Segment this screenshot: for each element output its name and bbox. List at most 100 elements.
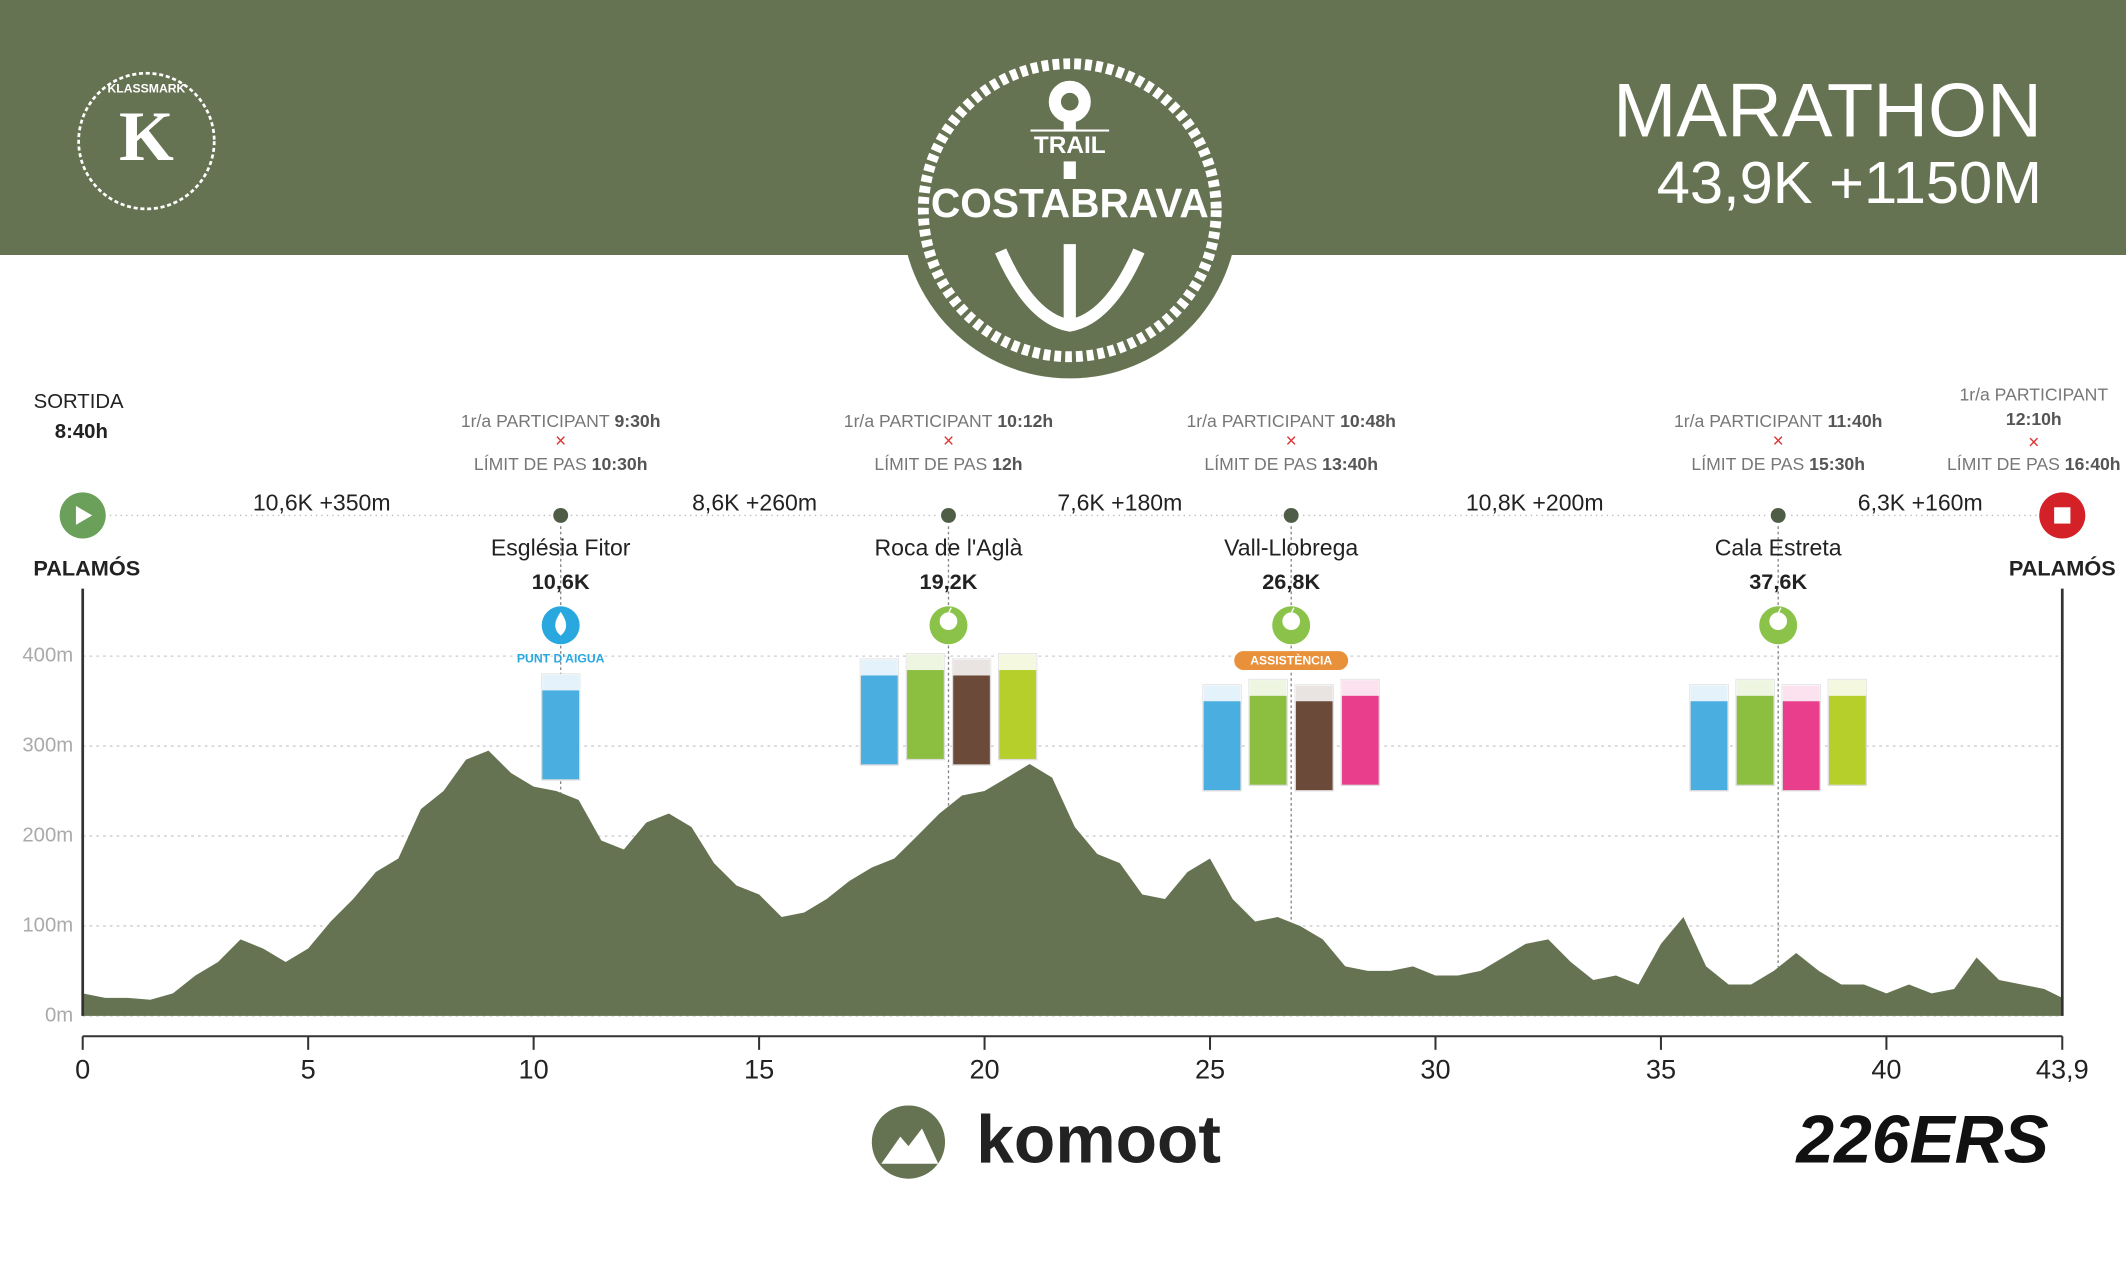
product-pack <box>859 658 899 766</box>
x-tick-label: 5 <box>301 1054 316 1085</box>
product-pack <box>997 653 1038 761</box>
product-pack <box>541 673 581 781</box>
limit-time: 13:40h <box>1322 454 1378 474</box>
product-top <box>1249 679 1288 696</box>
x-tick-label: 40 <box>1871 1054 1901 1085</box>
first-runner: 1r/a PARTICIPANT 10:48h <box>1186 410 1395 430</box>
limit-label: LÍMIT DE PAS <box>1691 454 1804 474</box>
service-pill <box>1234 651 1349 671</box>
brand-letter: K <box>119 98 174 176</box>
elevation-area <box>82 750 2063 1016</box>
y-tick-label: 300m <box>22 734 73 756</box>
product-top <box>541 674 580 691</box>
finish-square <box>2054 507 2071 524</box>
first-label: 1r/a PARTICIPANT <box>461 410 610 430</box>
limit-time: 10:30h <box>592 454 648 474</box>
limit-label: LÍMIT DE PAS <box>1204 454 1317 474</box>
first-time: 10:12h <box>997 410 1053 430</box>
subtitle: 43,9K +1150M <box>1657 149 2042 216</box>
brand-name: KLASSMARK <box>108 82 186 96</box>
checkpoint-dot <box>1282 506 1301 525</box>
checkpoint-km: 37,6K <box>1749 569 1807 594</box>
product-top <box>1782 684 1821 702</box>
checkpoint-km: 10,6K <box>532 569 590 594</box>
x-tick-label: 43,9 <box>2036 1054 2089 1085</box>
title: MARATHON <box>1613 69 2042 154</box>
cross: × <box>555 431 566 452</box>
first-label: 1r/a PARTICIPANT <box>1186 410 1335 430</box>
checkpoint-km: 26,8K <box>1262 569 1320 594</box>
cross: × <box>1773 431 1784 452</box>
product-top <box>1295 684 1334 702</box>
start-label: SORTIDA <box>34 391 124 413</box>
service-glyph <box>555 611 567 636</box>
product-pack <box>951 658 992 766</box>
product-pack <box>1340 678 1380 787</box>
checkpoint-km: 19,2K <box>920 569 978 594</box>
komoot-mountain <box>881 1128 939 1164</box>
product-top <box>1828 679 1867 696</box>
first-label: 1r/a PARTICIPANT <box>844 410 993 430</box>
cross: × <box>943 431 954 452</box>
service-label: PUNT D'AIGUA <box>517 651 605 665</box>
checkpoint-name: Vall-Llobrega <box>1224 534 1358 560</box>
komoot-icon <box>871 1105 946 1179</box>
checkpoint-name: Roca de l'Aglà <box>875 534 1023 560</box>
service-label: ASSISTÈNCIA <box>1250 652 1332 667</box>
finish-limit: LÍMIT DE PAS 16:40h <box>1947 454 2121 474</box>
product-pack <box>1248 678 1288 787</box>
finish-place: PALAMÓS <box>2009 555 2116 580</box>
segment-label: 8,6K +260m <box>692 490 817 516</box>
first-runner: 1r/a PARTICIPANT 9:30h <box>461 410 661 430</box>
limit-time: 15:30h <box>1809 454 1865 474</box>
product-top <box>998 653 1037 671</box>
service-glyph <box>1769 607 1788 630</box>
product-top <box>1341 679 1380 696</box>
checkpoint-name: Església Fitor <box>491 534 631 560</box>
first-runner: 1r/a PARTICIPANT 10:12h <box>844 410 1053 430</box>
x-tick-label: 15 <box>744 1054 774 1085</box>
finish-first-time: 12:10h <box>2006 409 2062 429</box>
checkpoint-dot <box>1769 506 1788 525</box>
limit-time: 16:40h <box>2065 454 2121 474</box>
x-tick-label: 10 <box>519 1054 549 1085</box>
y-tick-label: 0m <box>45 1004 73 1026</box>
cross: × <box>1286 431 1297 452</box>
first-time: 9:30h <box>614 410 660 430</box>
product-pack <box>1202 684 1242 792</box>
event-rope <box>917 58 1222 363</box>
x-tick-label: 20 <box>969 1054 999 1085</box>
start-place: PALAMÓS <box>33 555 140 580</box>
product-top <box>860 659 899 676</box>
x-tick-label: 30 <box>1420 1054 1450 1085</box>
limit-time: 12h <box>992 454 1022 474</box>
checkpoint-dot <box>939 506 958 525</box>
product-pack <box>1827 678 1868 787</box>
checkpoint-dot <box>551 506 570 525</box>
start-time: 8:40h <box>55 421 108 443</box>
product-top <box>1690 684 1729 702</box>
segment-label: 10,8K +200m <box>1466 490 1604 516</box>
first-runner: 1r/a PARTICIPANT 11:40h <box>1674 410 1882 430</box>
y-tick-label: 200m <box>22 824 73 846</box>
event-logo <box>901 42 1238 379</box>
segment-label: 10,6K +350m <box>253 490 391 516</box>
product-top <box>1736 679 1775 696</box>
product-pack <box>905 653 946 761</box>
first-time: 11:40h <box>1828 410 1883 430</box>
x-tick-label: 35 <box>1646 1054 1676 1085</box>
limit-label: LÍMIT DE PAS <box>1947 454 2060 474</box>
service-glyph <box>939 607 958 630</box>
segment-label: 7,6K +180m <box>1057 490 1182 516</box>
segment-label: 6,3K +160m <box>1858 490 1983 516</box>
limit: LÍMIT DE PAS 13:40h <box>1204 454 1378 474</box>
limit: LÍMIT DE PAS 10:30h <box>474 454 648 474</box>
product-pack <box>1294 684 1334 792</box>
y-tick-label: 100m <box>22 914 73 936</box>
brand-ring <box>77 71 216 211</box>
finish-cross: × <box>2028 433 2039 454</box>
product-top <box>1203 684 1242 702</box>
finish-first-label: 1r/a PARTICIPANT <box>1959 385 2108 405</box>
x-tick-label: 25 <box>1195 1054 1225 1085</box>
